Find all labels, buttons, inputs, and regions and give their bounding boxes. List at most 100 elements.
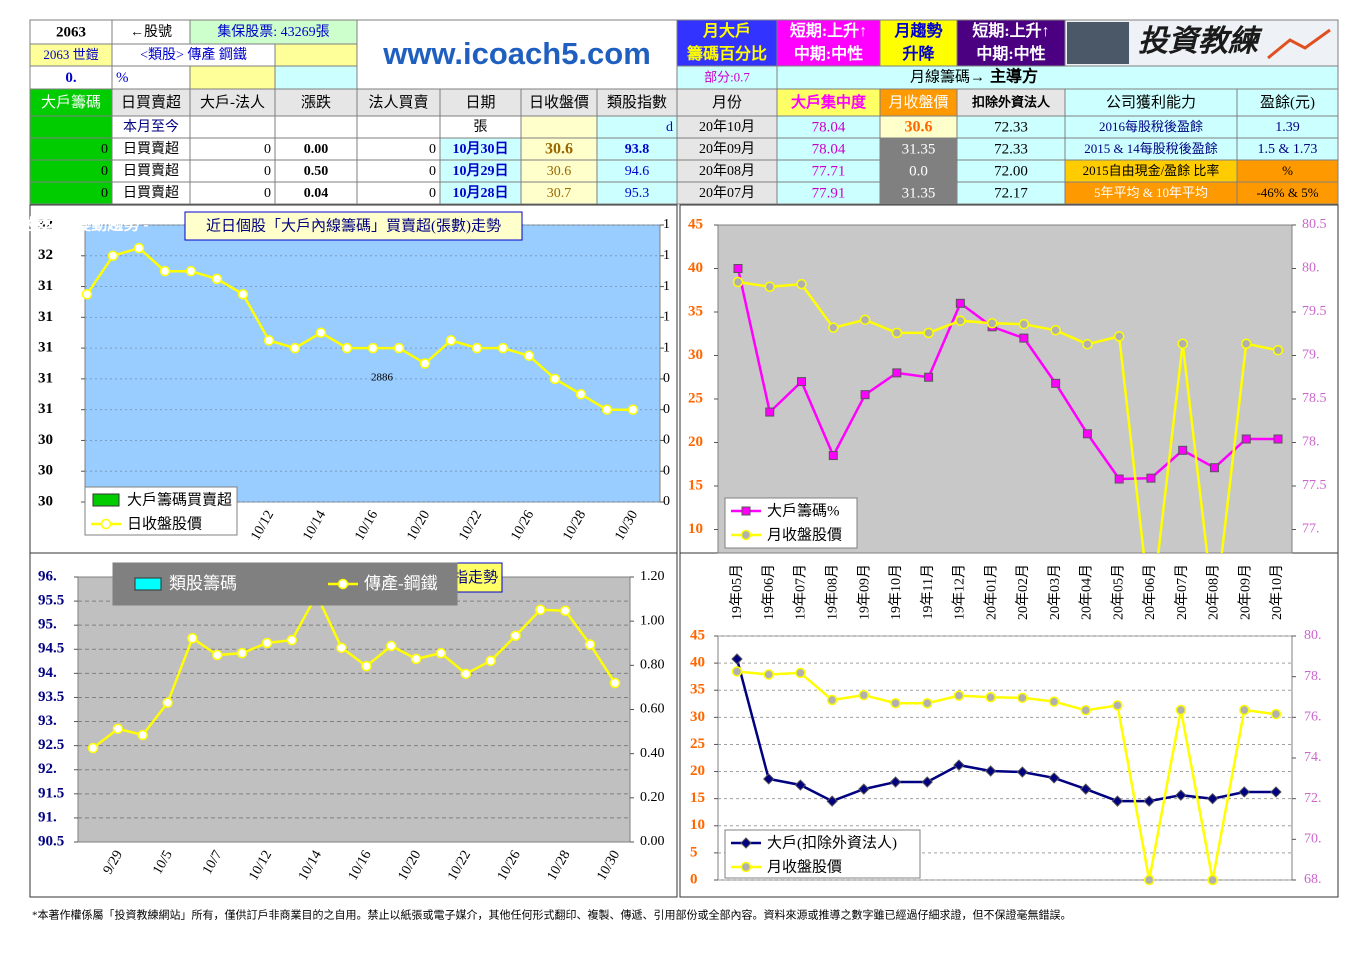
point bbox=[858, 783, 870, 795]
point bbox=[560, 605, 571, 616]
cell-text: 1.5 & 1.73 bbox=[1258, 142, 1318, 157]
point bbox=[1146, 473, 1156, 483]
point bbox=[1111, 795, 1124, 807]
y-tick-label: 10 bbox=[688, 521, 703, 537]
cell-text: 20年08月 bbox=[699, 163, 755, 179]
y-tick-label: 1 bbox=[663, 217, 670, 232]
cell bbox=[1236, 181, 1339, 205]
point bbox=[236, 647, 248, 659]
cell bbox=[189, 181, 276, 205]
point bbox=[1143, 874, 1155, 886]
x-tick-label: 19年09月 bbox=[856, 564, 872, 620]
cell-text: 盈餘(元) bbox=[1260, 94, 1315, 111]
legend-marker bbox=[740, 837, 752, 849]
cell-text: 78.04 bbox=[812, 119, 846, 135]
point bbox=[795, 667, 806, 679]
cell bbox=[29, 115, 113, 139]
cell-text: 0 bbox=[101, 142, 108, 157]
cell bbox=[189, 137, 276, 161]
y-tick-label: 0 bbox=[663, 433, 670, 448]
point bbox=[107, 250, 119, 262]
point bbox=[137, 729, 148, 741]
cell bbox=[356, 115, 441, 139]
point bbox=[584, 639, 596, 650]
legend-swatch bbox=[92, 493, 120, 507]
y-tick-label: 0.60 bbox=[640, 702, 665, 717]
cell-text: % bbox=[1282, 163, 1293, 178]
point bbox=[386, 640, 397, 652]
cell-text: 中期:中性 bbox=[794, 44, 863, 63]
y-tick-label: 5 bbox=[690, 844, 698, 860]
point bbox=[549, 373, 561, 385]
point bbox=[1143, 795, 1155, 807]
point bbox=[1178, 445, 1188, 455]
point bbox=[1177, 338, 1188, 350]
series-line bbox=[736, 268, 1278, 481]
legend-marker bbox=[741, 506, 751, 516]
point bbox=[797, 377, 807, 387]
cell-text: d bbox=[666, 120, 673, 135]
point bbox=[1082, 338, 1093, 350]
y-tick-label: 0 bbox=[663, 371, 670, 386]
cell bbox=[29, 19, 113, 45]
cell bbox=[520, 115, 598, 139]
cell bbox=[676, 88, 778, 117]
site-url: www.icoach5.com bbox=[382, 36, 651, 71]
point bbox=[826, 694, 838, 706]
cell-text: 30.6 bbox=[905, 119, 933, 136]
point bbox=[921, 776, 933, 788]
cell bbox=[274, 115, 358, 139]
cell-text: 10月28日 bbox=[453, 185, 509, 201]
point bbox=[923, 327, 934, 339]
cell-text: 月收盤價 bbox=[888, 94, 948, 111]
leader-text: 月線籌碼→ bbox=[910, 68, 985, 85]
point bbox=[510, 630, 521, 642]
legend-swatch bbox=[134, 577, 162, 591]
cell-text: 20年07月 bbox=[699, 185, 755, 201]
y-tick-label: 70. bbox=[1304, 832, 1322, 847]
cell-text: 大戶集中度 bbox=[791, 93, 867, 111]
point bbox=[1018, 318, 1030, 330]
x-tick-label: 20年07月 bbox=[1174, 564, 1190, 620]
legend-box bbox=[724, 829, 921, 879]
legend-label: 大戶籌碼% bbox=[767, 502, 840, 519]
cell bbox=[956, 88, 1066, 117]
cell-text: 2063 世鎧 bbox=[43, 47, 98, 62]
point bbox=[1239, 704, 1250, 716]
cell bbox=[520, 88, 598, 117]
y-tick-label: 31 bbox=[38, 278, 53, 294]
cell-text: 72.17 bbox=[994, 185, 1028, 201]
x-tick-label: 19年12月 bbox=[952, 564, 968, 620]
cell-text: -46% & 5% bbox=[1256, 185, 1318, 200]
cell-text: 0 bbox=[429, 164, 436, 179]
cell bbox=[189, 115, 276, 139]
cell bbox=[879, 19, 958, 67]
y-tick-label: 91.5 bbox=[38, 785, 64, 801]
series-group bbox=[87, 589, 621, 754]
cell bbox=[356, 88, 441, 117]
cell-text: 0 bbox=[101, 164, 108, 179]
point bbox=[1272, 345, 1284, 356]
y-tick-label: 92. bbox=[38, 761, 57, 777]
point bbox=[955, 298, 965, 308]
cell-text: 0 bbox=[101, 186, 108, 201]
point bbox=[1270, 786, 1282, 798]
y-tick-label: 72. bbox=[1304, 791, 1322, 806]
legend-label: 月收盤股價 bbox=[767, 858, 842, 875]
logo-text: 投資教練 bbox=[1138, 25, 1263, 58]
cell bbox=[356, 137, 441, 161]
chart-title: -每月「籌碼集中度」(佔股本%)變動趨勢 - bbox=[0, 215, 149, 234]
cell-text: 2015自由現金/盈餘 比率 bbox=[1083, 163, 1220, 178]
cell-text: 0 bbox=[264, 164, 271, 179]
chart-title: 指走勢 bbox=[453, 569, 498, 586]
leader-box bbox=[776, 65, 1339, 90]
y-tick-label: 80. bbox=[1302, 261, 1320, 276]
point bbox=[1048, 772, 1060, 784]
cell bbox=[189, 88, 276, 117]
cell bbox=[29, 137, 113, 161]
point bbox=[471, 342, 483, 354]
point bbox=[1206, 792, 1219, 805]
point bbox=[212, 649, 223, 661]
cell-text: 大戶-法人 bbox=[200, 94, 265, 111]
